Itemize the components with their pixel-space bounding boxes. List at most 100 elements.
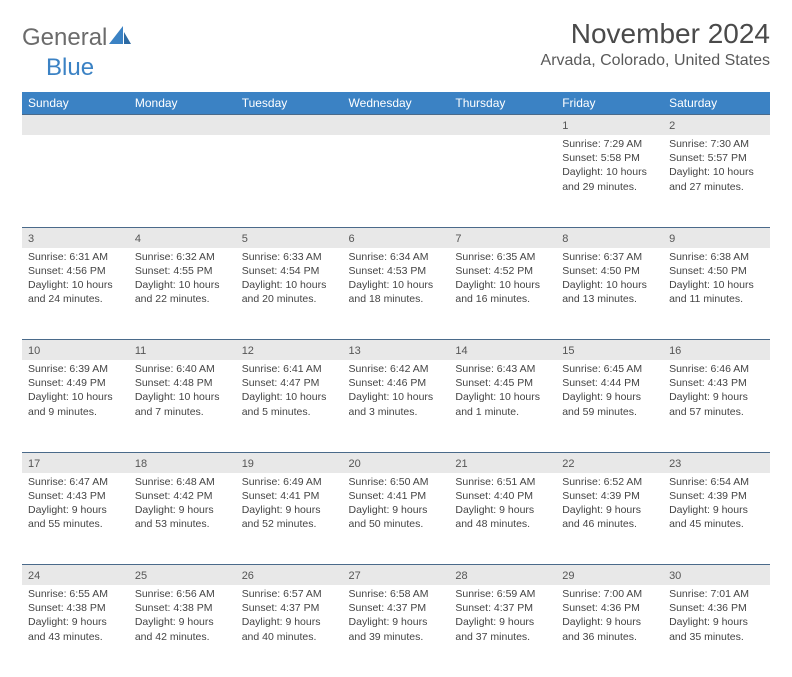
day-number-cell: 2 — [663, 115, 770, 136]
day-number: 13 — [349, 345, 361, 357]
day-number-cell: 1 — [556, 115, 663, 136]
daylight-text-1: Daylight: 9 hours — [135, 503, 230, 517]
sunset-text: Sunset: 4:49 PM — [28, 376, 123, 390]
day-content-cell: Sunrise: 6:56 AMSunset: 4:38 PMDaylight:… — [129, 585, 236, 677]
day-details: Sunrise: 7:01 AMSunset: 4:36 PMDaylight:… — [663, 585, 770, 648]
sunset-text: Sunset: 4:54 PM — [242, 264, 337, 278]
title-block: November 2024 Arvada, Colorado, United S… — [541, 18, 770, 70]
day-number: 3 — [28, 233, 34, 245]
weekday-header: Tuesday — [236, 92, 343, 115]
sunrise-text: Sunrise: 6:46 AM — [669, 362, 764, 376]
day-number-cell — [22, 115, 129, 136]
sunset-text: Sunset: 4:39 PM — [669, 489, 764, 503]
day-content-cell: Sunrise: 6:57 AMSunset: 4:37 PMDaylight:… — [236, 585, 343, 677]
day-details: Sunrise: 7:00 AMSunset: 4:36 PMDaylight:… — [556, 585, 663, 648]
day-content-cell: Sunrise: 6:45 AMSunset: 4:44 PMDaylight:… — [556, 360, 663, 452]
day-content-cell: Sunrise: 6:31 AMSunset: 4:56 PMDaylight:… — [22, 248, 129, 340]
daylight-text-2: and 27 minutes. — [669, 180, 764, 194]
sunset-text: Sunset: 4:40 PM — [455, 489, 550, 503]
sunrise-text: Sunrise: 6:49 AM — [242, 475, 337, 489]
sunset-text: Sunset: 4:46 PM — [349, 376, 444, 390]
day-number-cell: 28 — [449, 565, 556, 586]
calendar-table: SundayMondayTuesdayWednesdayThursdayFrid… — [22, 92, 770, 677]
day-number: 15 — [562, 345, 574, 357]
daylight-text-1: Daylight: 10 hours — [669, 165, 764, 179]
day-number-cell: 18 — [129, 452, 236, 473]
day-number: 2 — [669, 120, 675, 132]
sunset-text: Sunset: 4:47 PM — [242, 376, 337, 390]
sunset-text: Sunset: 4:38 PM — [28, 601, 123, 615]
day-details: Sunrise: 6:38 AMSunset: 4:50 PMDaylight:… — [663, 248, 770, 311]
daylight-text-1: Daylight: 9 hours — [242, 615, 337, 629]
daylight-text-2: and 57 minutes. — [669, 405, 764, 419]
day-content-cell: Sunrise: 6:35 AMSunset: 4:52 PMDaylight:… — [449, 248, 556, 340]
day-details: Sunrise: 6:35 AMSunset: 4:52 PMDaylight:… — [449, 248, 556, 311]
sunrise-text: Sunrise: 6:31 AM — [28, 250, 123, 264]
day-number: 11 — [135, 345, 146, 357]
day-content-cell — [129, 135, 236, 227]
day-number-cell: 21 — [449, 452, 556, 473]
day-number: 10 — [28, 345, 40, 357]
day-content-cell — [22, 135, 129, 227]
daylight-text-1: Daylight: 10 hours — [242, 278, 337, 292]
day-number-cell: 29 — [556, 565, 663, 586]
day-number: 7 — [455, 233, 461, 245]
day-details: Sunrise: 6:42 AMSunset: 4:46 PMDaylight:… — [343, 360, 450, 423]
sunrise-text: Sunrise: 6:33 AM — [242, 250, 337, 264]
day-number-cell: 8 — [556, 227, 663, 248]
day-number-cell — [129, 115, 236, 136]
day-number-cell: 23 — [663, 452, 770, 473]
day-number-cell: 25 — [129, 565, 236, 586]
day-number: 20 — [349, 458, 361, 470]
day-content-row: Sunrise: 6:55 AMSunset: 4:38 PMDaylight:… — [22, 585, 770, 677]
daylight-text-1: Daylight: 9 hours — [669, 615, 764, 629]
day-details: Sunrise: 6:55 AMSunset: 4:38 PMDaylight:… — [22, 585, 129, 648]
day-number: 29 — [562, 570, 574, 582]
day-number: 5 — [242, 233, 248, 245]
day-details: Sunrise: 6:56 AMSunset: 4:38 PMDaylight:… — [129, 585, 236, 648]
day-number: 17 — [28, 458, 40, 470]
sunrise-text: Sunrise: 6:38 AM — [669, 250, 764, 264]
day-details: Sunrise: 6:45 AMSunset: 4:44 PMDaylight:… — [556, 360, 663, 423]
day-number-cell: 3 — [22, 227, 129, 248]
day-content-row: Sunrise: 6:47 AMSunset: 4:43 PMDaylight:… — [22, 473, 770, 565]
day-number: 19 — [242, 458, 254, 470]
day-number-cell: 26 — [236, 565, 343, 586]
daylight-text-2: and 52 minutes. — [242, 517, 337, 531]
sunrise-text: Sunrise: 6:32 AM — [135, 250, 230, 264]
day-number-cell: 7 — [449, 227, 556, 248]
sunrise-text: Sunrise: 6:58 AM — [349, 587, 444, 601]
day-number: 8 — [562, 233, 568, 245]
day-number-cell: 30 — [663, 565, 770, 586]
day-content-cell: Sunrise: 6:48 AMSunset: 4:42 PMDaylight:… — [129, 473, 236, 565]
day-content-cell: Sunrise: 6:34 AMSunset: 4:53 PMDaylight:… — [343, 248, 450, 340]
daylight-text-1: Daylight: 9 hours — [455, 615, 550, 629]
sunset-text: Sunset: 5:58 PM — [562, 151, 657, 165]
logo: General — [22, 24, 131, 52]
daylight-text-2: and 24 minutes. — [28, 292, 123, 306]
sunset-text: Sunset: 4:53 PM — [349, 264, 444, 278]
daylight-text-1: Daylight: 9 hours — [562, 615, 657, 629]
sunrise-text: Sunrise: 6:40 AM — [135, 362, 230, 376]
weekday-header-row: SundayMondayTuesdayWednesdayThursdayFrid… — [22, 92, 770, 115]
sunset-text: Sunset: 4:55 PM — [135, 264, 230, 278]
day-content-cell — [449, 135, 556, 227]
day-number-row: 12 — [22, 115, 770, 136]
day-content-cell: Sunrise: 6:54 AMSunset: 4:39 PMDaylight:… — [663, 473, 770, 565]
day-number: 30 — [669, 570, 681, 582]
day-number: 4 — [135, 233, 141, 245]
daylight-text-2: and 36 minutes. — [562, 630, 657, 644]
sunset-text: Sunset: 4:43 PM — [669, 376, 764, 390]
sunrise-text: Sunrise: 7:29 AM — [562, 137, 657, 151]
sunrise-text: Sunrise: 7:30 AM — [669, 137, 764, 151]
day-number: 12 — [242, 345, 254, 357]
daylight-text-2: and 9 minutes. — [28, 405, 123, 419]
day-number-cell: 27 — [343, 565, 450, 586]
sunrise-text: Sunrise: 6:52 AM — [562, 475, 657, 489]
sunset-text: Sunset: 4:36 PM — [669, 601, 764, 615]
day-details: Sunrise: 7:30 AMSunset: 5:57 PMDaylight:… — [663, 135, 770, 198]
day-number-cell: 20 — [343, 452, 450, 473]
day-details: Sunrise: 6:33 AMSunset: 4:54 PMDaylight:… — [236, 248, 343, 311]
day-content-cell: Sunrise: 6:32 AMSunset: 4:55 PMDaylight:… — [129, 248, 236, 340]
day-content-cell: Sunrise: 6:46 AMSunset: 4:43 PMDaylight:… — [663, 360, 770, 452]
